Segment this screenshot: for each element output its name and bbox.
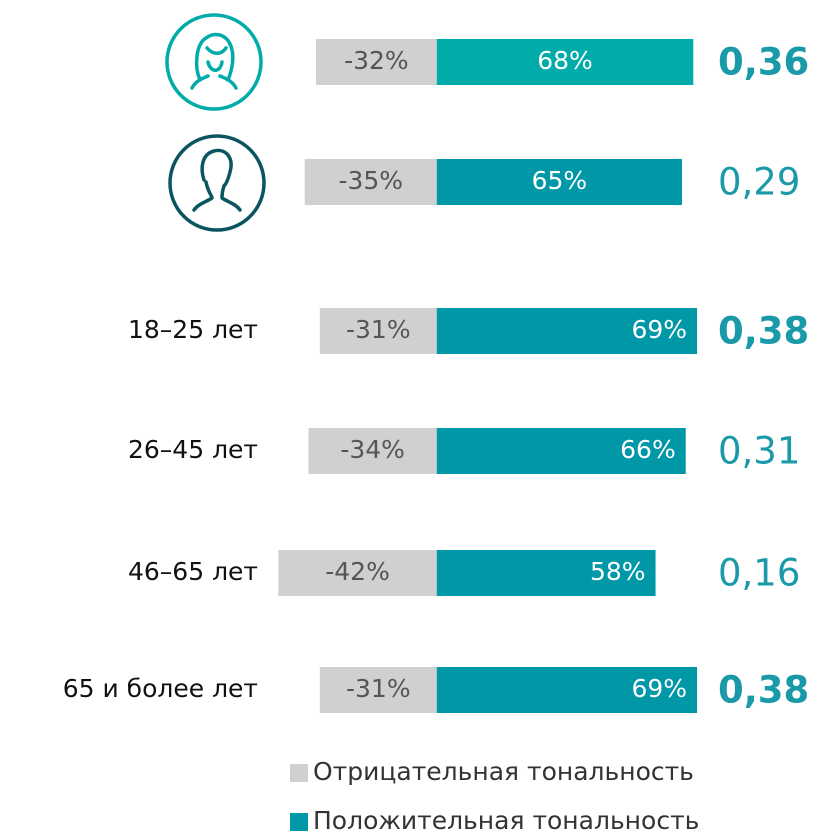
female-icon <box>165 13 263 111</box>
bar <box>319 667 437 713</box>
score-label: 0,38 <box>718 669 809 712</box>
value-label: 58% <box>590 557 646 586</box>
value-label: 68% <box>537 46 593 75</box>
score-label: 0,38 <box>718 310 809 353</box>
category-label: 46–65 лет <box>128 557 258 586</box>
bar <box>304 159 437 205</box>
bar <box>436 159 682 205</box>
score-label: 0,29 <box>718 161 800 204</box>
bar <box>278 550 437 596</box>
bar <box>436 428 686 474</box>
value-label: 69% <box>631 674 687 703</box>
bar <box>436 667 698 713</box>
value-label: -32% <box>344 46 409 75</box>
value-label: -31% <box>346 674 411 703</box>
value-label: -35% <box>338 166 403 195</box>
value-label: -31% <box>346 315 411 344</box>
bar <box>319 308 437 354</box>
value-label: -34% <box>340 435 405 464</box>
score-label: 0,31 <box>718 430 800 473</box>
value-label: -42% <box>325 557 390 586</box>
bar <box>436 550 656 596</box>
legend-label: Отрицательная тональность <box>313 757 694 786</box>
category-label: 18–25 лет <box>128 315 258 344</box>
score-label: 0,36 <box>718 41 809 84</box>
value-label: 69% <box>631 315 687 344</box>
category-label: 65 и более лет <box>63 674 258 703</box>
bar <box>436 39 694 85</box>
bar <box>436 308 698 354</box>
legend-swatch <box>290 764 308 782</box>
legend-label: Положительная тональность <box>313 806 699 835</box>
male-icon <box>168 134 266 232</box>
legend-swatch <box>290 813 308 831</box>
value-label: 66% <box>620 435 676 464</box>
bar <box>308 428 437 474</box>
bar <box>316 39 437 85</box>
value-label: 65% <box>532 166 588 195</box>
category-label: 26–45 лет <box>128 435 258 464</box>
score-label: 0,16 <box>718 552 800 595</box>
